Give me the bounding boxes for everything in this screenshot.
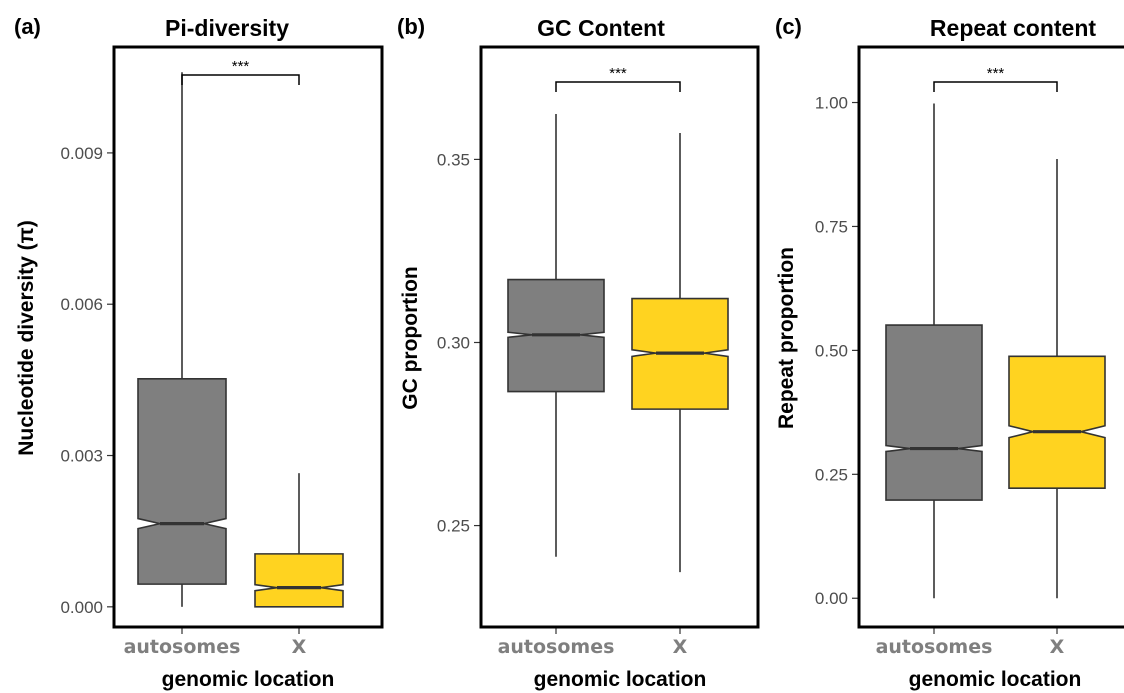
panel-title: GC Content (537, 15, 665, 41)
panel-a: (a) Pi-diversity Nucleotide diversity (π… (14, 14, 384, 691)
y-axis-title: GC proportion (399, 266, 422, 409)
plot-area: 0.25 0.30 0.35 autosomes X *** (437, 65, 729, 658)
plot-frame (857, 45, 1124, 629)
x-axis-title: genomic location (909, 668, 1082, 691)
x-tick-label: X (1050, 636, 1065, 658)
box-autosomes (885, 324, 983, 501)
significance-label: *** (987, 65, 1005, 82)
box-X (254, 553, 344, 608)
significance-bracket (181, 74, 300, 85)
y-tick-label: 0.30 (437, 333, 470, 352)
significance-label: *** (609, 65, 627, 82)
x-axis-title: genomic location (534, 668, 707, 691)
plot-frame (112, 45, 384, 629)
y-tick-label: 1.00 (815, 94, 848, 113)
y-tick-label: 0.009 (60, 144, 103, 163)
panel-c: (c) Repeat content Repeat proportion gen… (775, 14, 1124, 691)
x-tick-label: X (292, 636, 307, 658)
significance-bracket (933, 81, 1058, 92)
panel-title: Pi-diversity (165, 15, 289, 41)
panel-title: Repeat content (930, 15, 1096, 41)
x-tick-label: autosomes (124, 636, 241, 658)
panel-letter: (c) (775, 14, 802, 39)
y-tick-label: 0.25 (437, 517, 470, 536)
y-tick-label: 0.75 (815, 217, 848, 236)
y-tick-label: 0.00 (815, 589, 848, 608)
panel-b: (b) GC Content GC proportion genomic loc… (397, 14, 760, 691)
significance-label: *** (232, 58, 250, 75)
y-axis-title: Nucleotide diversity (π) (15, 220, 38, 455)
y-tick-label: 0.35 (437, 150, 470, 169)
x-axis-title: genomic location (162, 668, 335, 691)
y-axis-title: Repeat proportion (775, 247, 798, 429)
panel-letter: (b) (397, 14, 425, 39)
y-tick-label: 0.000 (60, 598, 103, 617)
plot-area: 0.000 0.003 0.006 0.009 autosomes X *** (60, 58, 344, 658)
x-tick-label: X (673, 636, 688, 658)
plot-frame (479, 45, 760, 629)
panel-letter: (a) (14, 14, 41, 39)
y-tick-label: 0.006 (60, 295, 103, 314)
box-autosomes (137, 378, 227, 585)
plot-area: 0.00 0.25 0.50 0.75 1.00 autosomes X *** (815, 65, 1106, 658)
y-tick-label: 0.50 (815, 341, 848, 360)
x-tick-label: autosomes (498, 636, 615, 658)
significance-bracket (555, 81, 681, 92)
box-X (1008, 355, 1106, 489)
x-tick-label: autosomes (876, 636, 993, 658)
y-tick-label: 0.003 (60, 447, 103, 466)
y-tick-label: 0.25 (815, 465, 848, 484)
